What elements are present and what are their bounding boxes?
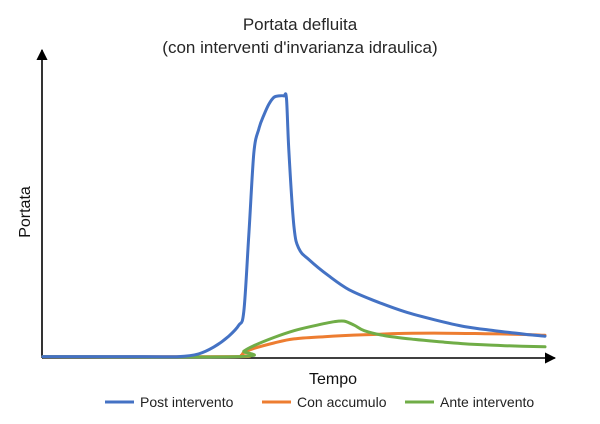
series-line-post-intervento <box>41 92 547 359</box>
legend-label: Ante intervento <box>440 394 534 410</box>
legend-item-con-accumulo: Con accumulo <box>262 394 387 410</box>
legend-label: Post intervento <box>140 394 234 410</box>
legend-item-post-intervento: Post intervento <box>105 394 234 410</box>
x-axis-label: Tempo <box>309 371 357 388</box>
legend: Post intervento Con accumulo Ante interv… <box>105 394 534 410</box>
series-line-ante-intervento <box>41 319 547 359</box>
chart-title: Portata defluita <box>243 15 358 34</box>
legend-label: Con accumulo <box>297 394 387 410</box>
y-axis-label: Portata <box>17 186 34 238</box>
legend-item-ante-intervento: Ante intervento <box>405 394 534 410</box>
chart-subtitle: (con interventi d'invarianza idraulica) <box>162 38 437 57</box>
series-layer <box>41 92 547 359</box>
